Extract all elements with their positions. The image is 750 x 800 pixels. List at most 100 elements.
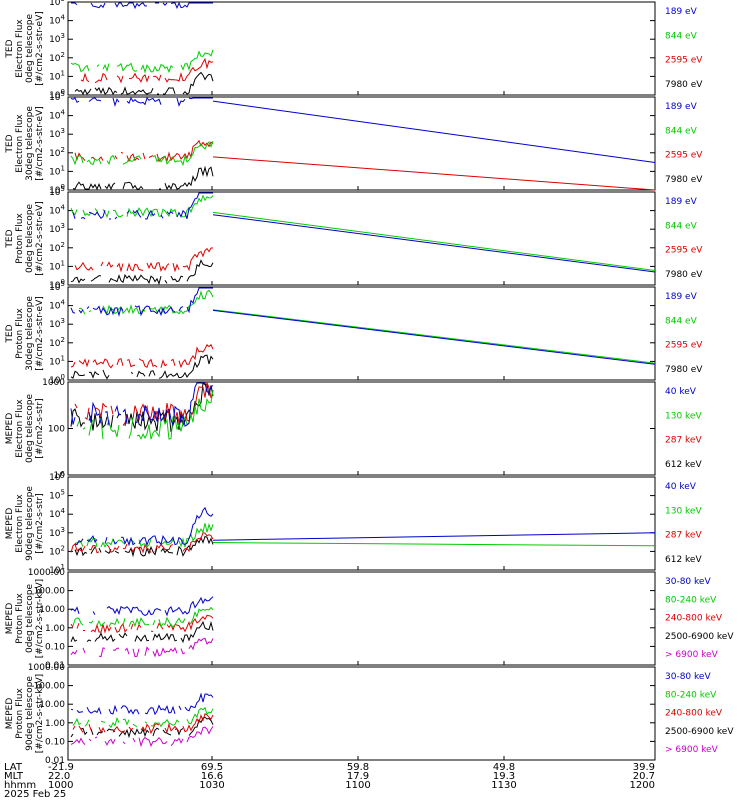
lat-value: 59.8 <box>347 762 369 773</box>
y-tick-label: 101 <box>49 354 65 367</box>
legend-entry: 30-80 keV <box>665 577 711 587</box>
panel-frame <box>67 476 656 571</box>
legend-entry: 80-240 keV <box>665 690 717 700</box>
panel-frame <box>67 571 656 666</box>
y-tick-label: 102 <box>49 146 65 159</box>
series-trace <box>70 692 214 716</box>
y-axis-label: MEPEDElectron Flux0deg telescope[#/cm2-s… <box>5 394 45 464</box>
series-decay-line <box>212 211 656 272</box>
series-trace <box>70 382 214 427</box>
series-trace <box>72 706 214 729</box>
series-decay-line <box>212 309 656 365</box>
y-axis-label: TEDElectron Flux0deg telescope[#/cm2-s-s… <box>5 11 45 86</box>
series-trace <box>70 140 214 167</box>
panel-frame <box>67 191 656 286</box>
y-tick-label: 101 <box>49 259 65 272</box>
y-tick-label: 1000 <box>42 378 65 388</box>
legend-entry: 287 keV <box>665 436 702 446</box>
y-tick-label: 10 <box>54 471 66 481</box>
panel-5: 10 100 1000 MEPEDElectron Flux0deg telescop… <box>5 378 702 481</box>
y-tick-label: 102 <box>49 51 65 64</box>
series-trace <box>70 381 214 432</box>
y-tick-label: 1000.00 <box>28 568 65 578</box>
series-trace <box>70 620 214 644</box>
series-trace <box>70 96 213 108</box>
y-tick-label: 105 <box>49 489 65 502</box>
y-tick-label: 100 <box>48 425 65 435</box>
panel-frame <box>67 666 656 761</box>
series-trace <box>70 716 214 739</box>
lat-value: 39.9 <box>633 762 655 773</box>
hhmm-value: 1100 <box>345 780 370 791</box>
legend-entry: 240-800 keV <box>665 709 723 719</box>
mlt-value: 22.0 <box>48 771 70 782</box>
y-axis-label: MEPEDElectron Flux90deg telescope[#/cm2-… <box>5 486 45 561</box>
lat-value: -21.9 <box>48 762 74 773</box>
y-tick-label: 103 <box>49 222 65 235</box>
series-decay-line <box>212 100 656 164</box>
legend-entry: 40 keV <box>665 482 697 492</box>
legend-entry: > 6900 keV <box>665 745 719 755</box>
hhmm-value: 1130 <box>491 780 516 791</box>
series-trace <box>74 71 214 96</box>
legend-entry: 287 keV <box>665 531 702 541</box>
y-tick-label: 104 <box>49 204 65 217</box>
mlt-value: 19.3 <box>493 771 515 782</box>
y-tick-label: 100.00 <box>34 587 66 597</box>
y-tick-label: 104 <box>49 109 65 122</box>
series-trace <box>72 606 214 628</box>
panel-frame <box>67 96 656 191</box>
series-trace <box>78 289 214 316</box>
legend-entry: 2595 eV <box>665 56 703 66</box>
series-trace <box>72 165 214 191</box>
series-decay-line <box>212 214 656 273</box>
legend-entry: 189 eV <box>665 292 698 302</box>
series-decay-line <box>212 309 656 364</box>
series-trace <box>70 354 214 380</box>
series-trace <box>70 726 214 748</box>
legend-entry: 2595 eV <box>665 151 703 161</box>
y-tick-label: 1.00 <box>45 624 65 634</box>
legend-entry: 2595 eV <box>665 246 703 256</box>
y-tick-label: 104 <box>49 14 65 27</box>
legend-entry: 612 keV <box>665 460 702 470</box>
legend-entry: 189 eV <box>665 102 698 112</box>
lat-value: 69.5 <box>201 762 223 773</box>
y-tick-label: 0.10 <box>45 737 65 747</box>
series-decay-line <box>212 532 656 541</box>
hhmm-value: 1200 <box>630 780 655 791</box>
mlt-value: 17.9 <box>347 771 369 782</box>
legend-entry: 844 eV <box>665 221 698 231</box>
y-tick-label: 100.00 <box>34 682 66 692</box>
y-axis-label: MEPEDProton Flux0deg telescope[#/cm2-s-s… <box>5 579 45 658</box>
series-trace <box>70 614 214 634</box>
legend-entry: 7980 eV <box>665 365 703 375</box>
y-tick-label: 1.00 <box>45 719 65 729</box>
legend-entry: 7980 eV <box>665 270 703 280</box>
y-tick-label: 104 <box>49 299 65 312</box>
legend-entry: 2595 eV <box>665 341 703 351</box>
series-trace <box>74 506 214 547</box>
series-trace <box>72 192 213 220</box>
series-trace <box>70 531 214 554</box>
date-label: 2025 Feb 25 <box>4 789 66 800</box>
hhmm-value: 1000 <box>48 780 73 791</box>
legend-entry: > 6900 keV <box>665 650 719 660</box>
series-trace <box>74 139 214 163</box>
legend-entry: 2500-6900 keV <box>665 727 734 737</box>
legend-entry: 2500-6900 keV <box>665 632 734 642</box>
y-tick-label: 0.01 <box>45 756 65 766</box>
series-trace <box>76 389 214 440</box>
y-tick-label: 105 <box>49 0 65 8</box>
legend-entry: 130 keV <box>665 506 702 516</box>
legend-entry: 189 eV <box>665 7 698 17</box>
series-trace <box>70 343 214 369</box>
y-tick-label: 102 <box>49 544 65 557</box>
series-trace <box>70 287 213 318</box>
series-trace <box>70 596 214 617</box>
